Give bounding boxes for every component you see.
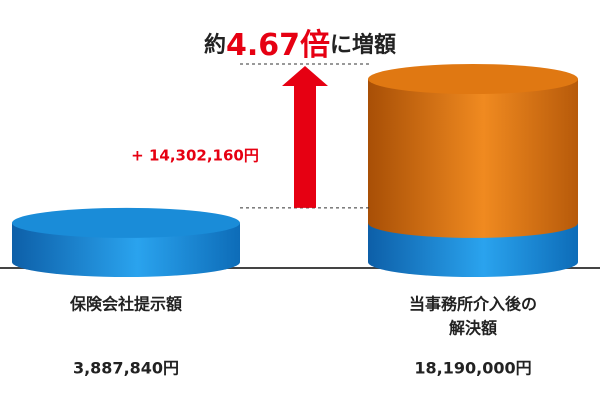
category-label: 解決額 <box>449 319 497 338</box>
arrow <box>282 66 328 208</box>
cylinder-side <box>12 222 240 277</box>
increase-label: + 14,302,160円 <box>131 147 259 165</box>
cylinder-side <box>368 79 578 238</box>
cylinder <box>12 207 240 277</box>
cylinder <box>368 64 578 277</box>
category-label: 当事務所介入後の <box>409 295 537 314</box>
cylinder-top <box>12 207 240 238</box>
value-label: 18,190,000円 <box>414 359 531 378</box>
cylinder-top <box>368 64 578 94</box>
value-label: 3,887,840円 <box>73 359 179 378</box>
cylinder-side <box>368 222 578 277</box>
chart-title: 約4.67倍に増額 <box>204 28 396 63</box>
category-label: 保険会社提示額 <box>69 295 182 314</box>
